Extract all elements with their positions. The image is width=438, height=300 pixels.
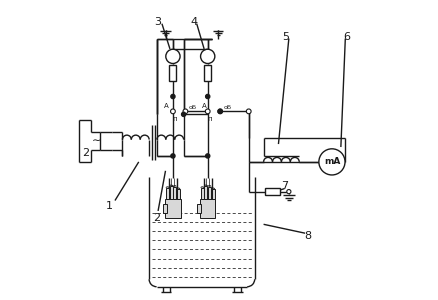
Bar bbox=[208, 187, 211, 199]
Bar bbox=[212, 189, 215, 199]
Circle shape bbox=[183, 109, 188, 114]
Text: оБ: оБ bbox=[189, 105, 197, 110]
Circle shape bbox=[181, 112, 186, 116]
Text: 5: 5 bbox=[283, 32, 290, 42]
Text: п: п bbox=[172, 116, 177, 122]
Bar bbox=[204, 65, 211, 81]
Text: 8: 8 bbox=[304, 231, 312, 241]
Circle shape bbox=[287, 190, 291, 194]
Text: 3: 3 bbox=[155, 17, 162, 27]
Text: 6: 6 bbox=[343, 32, 350, 42]
Circle shape bbox=[218, 109, 222, 113]
Circle shape bbox=[171, 94, 175, 99]
Bar bbox=[162, 204, 167, 213]
Text: 7: 7 bbox=[281, 181, 288, 191]
Circle shape bbox=[170, 109, 175, 114]
Text: mA: mA bbox=[324, 158, 340, 166]
Text: А: А bbox=[202, 103, 206, 109]
Text: п: п bbox=[207, 116, 212, 122]
Text: 1: 1 bbox=[106, 202, 113, 212]
Circle shape bbox=[205, 109, 210, 114]
Circle shape bbox=[246, 109, 251, 114]
Bar bbox=[200, 199, 215, 218]
Bar bbox=[205, 186, 208, 199]
Circle shape bbox=[205, 94, 210, 99]
Text: 2: 2 bbox=[82, 148, 89, 158]
Bar bbox=[166, 188, 169, 199]
Bar bbox=[173, 187, 176, 199]
Text: 4: 4 bbox=[190, 17, 197, 27]
Bar bbox=[170, 186, 173, 199]
Bar bbox=[201, 188, 204, 199]
Bar bbox=[170, 65, 177, 81]
Bar bbox=[197, 204, 201, 213]
Circle shape bbox=[218, 109, 223, 114]
Bar bbox=[165, 199, 180, 218]
Bar bbox=[265, 188, 280, 195]
Circle shape bbox=[205, 154, 210, 158]
Circle shape bbox=[166, 49, 180, 64]
Circle shape bbox=[201, 49, 215, 64]
Text: 2: 2 bbox=[153, 213, 160, 224]
Text: $\sim$: $\sim$ bbox=[89, 135, 102, 145]
Circle shape bbox=[171, 154, 175, 158]
Bar bbox=[177, 189, 180, 199]
Text: оБ: оБ bbox=[224, 105, 232, 110]
Text: А: А bbox=[164, 103, 169, 109]
Circle shape bbox=[319, 149, 345, 175]
